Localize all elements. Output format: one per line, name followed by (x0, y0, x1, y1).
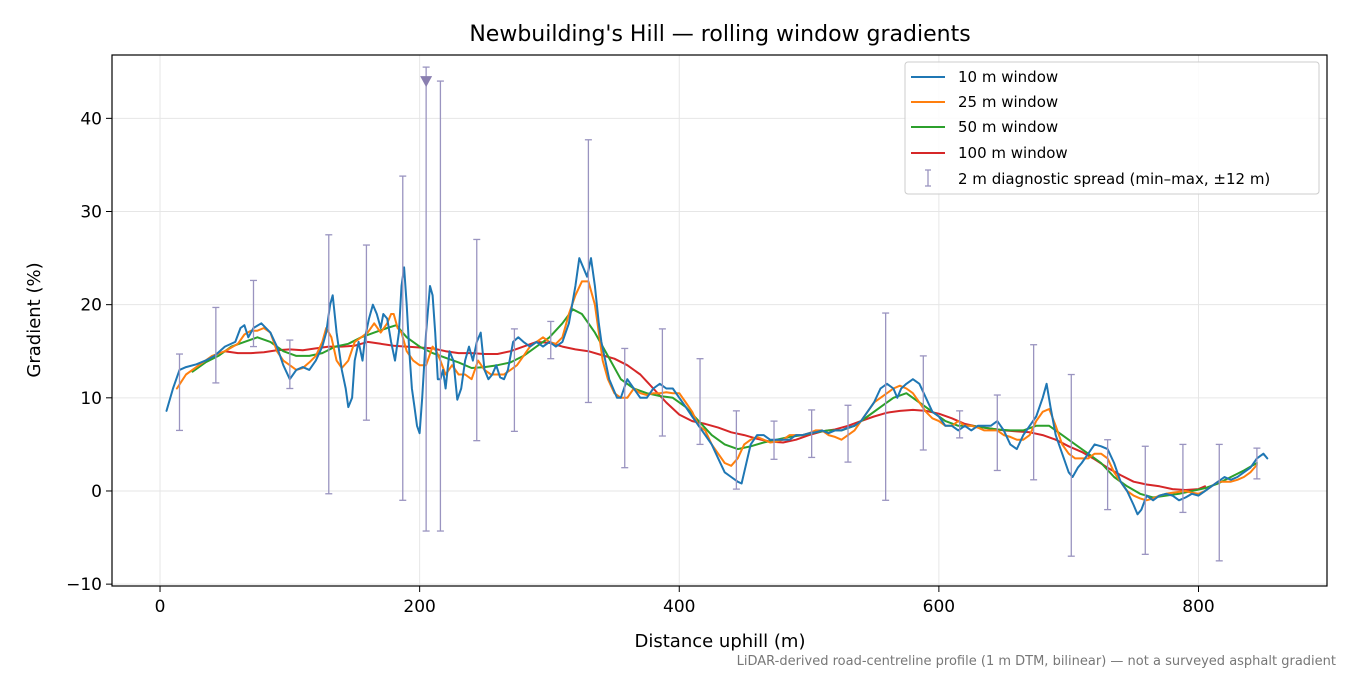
error-bar (844, 404, 852, 463)
error-bar (325, 234, 333, 495)
error-bar (422, 66, 430, 532)
error-bar (212, 306, 220, 384)
series-line-25-m-window (175, 280, 1258, 502)
chart-title: Newbuilding's Hill — rolling window grad… (469, 22, 970, 47)
error-bar (362, 244, 370, 421)
x-tick-label: 600 (923, 597, 955, 617)
x-tick-label: 0 (155, 597, 166, 617)
error-bar (956, 410, 964, 439)
error-bar (993, 394, 1001, 472)
error-bar (1141, 445, 1149, 555)
error-bar (1179, 443, 1187, 514)
y-tick-label: 30 (80, 203, 102, 223)
error-bar (473, 238, 481, 442)
error-bar (1253, 447, 1261, 480)
y-tick-label: −10 (66, 575, 102, 595)
error-bar (770, 420, 778, 460)
error-bar (1104, 439, 1112, 511)
ticks: 0 200 400 600 800 −10 0 10 20 30 40 (66, 109, 1215, 617)
grid (112, 55, 1327, 586)
error-bar (658, 328, 666, 437)
error-bar (732, 410, 740, 490)
error-bar (436, 80, 444, 532)
error-bar (696, 358, 704, 446)
series-line-10-m-window (165, 257, 1269, 516)
error-bar (1030, 344, 1038, 481)
x-axis-label: Distance uphill (m) (635, 631, 806, 652)
clipped-marker-icon (420, 76, 433, 88)
x-tick-label: 800 (1182, 597, 1214, 617)
error-bar (882, 312, 890, 501)
y-tick-label: 40 (80, 109, 102, 129)
error-bar (621, 347, 629, 469)
legend-label-25m: 25 m window (958, 93, 1058, 111)
errorbar-layer (176, 66, 1261, 562)
legend-label-10m: 10 m window (958, 68, 1058, 86)
legend-label-100m: 100 m window (958, 144, 1068, 162)
error-bar (547, 320, 555, 360)
error-bar (1215, 443, 1223, 562)
legend: 10 m window 25 m window 50 m window 100 … (904, 61, 1320, 195)
y-tick-label: 0 (91, 482, 102, 502)
error-bar (249, 279, 257, 348)
legend-label-50m: 50 m window (958, 118, 1058, 136)
error-bar (176, 353, 183, 432)
error-bar (286, 339, 294, 390)
footnote: LiDAR-derived road-centreline profile (1… (737, 654, 1336, 669)
legend-label-errorbar: 2 m diagnostic spread (min–max, ±12 m) (958, 170, 1270, 188)
error-bar (510, 328, 518, 433)
plot-frame (111, 54, 1328, 587)
x-tick-label: 200 (403, 597, 435, 617)
y-axis-label: Gradient (%) (24, 262, 45, 377)
error-bar (1067, 373, 1075, 557)
legend-box (904, 61, 1320, 195)
series-layer (165, 257, 1269, 516)
error-bar (919, 355, 927, 451)
x-tick-label: 400 (663, 597, 695, 617)
series-line-100-m-window (223, 340, 1206, 491)
error-bar (808, 409, 816, 459)
error-bar (584, 139, 592, 404)
error-bar (399, 175, 407, 501)
series-line-50-m-window (191, 308, 1258, 499)
y-tick-label: 20 (80, 296, 102, 316)
y-tick-label: 10 (80, 389, 102, 409)
legend-swatch-errorbar (925, 169, 931, 187)
